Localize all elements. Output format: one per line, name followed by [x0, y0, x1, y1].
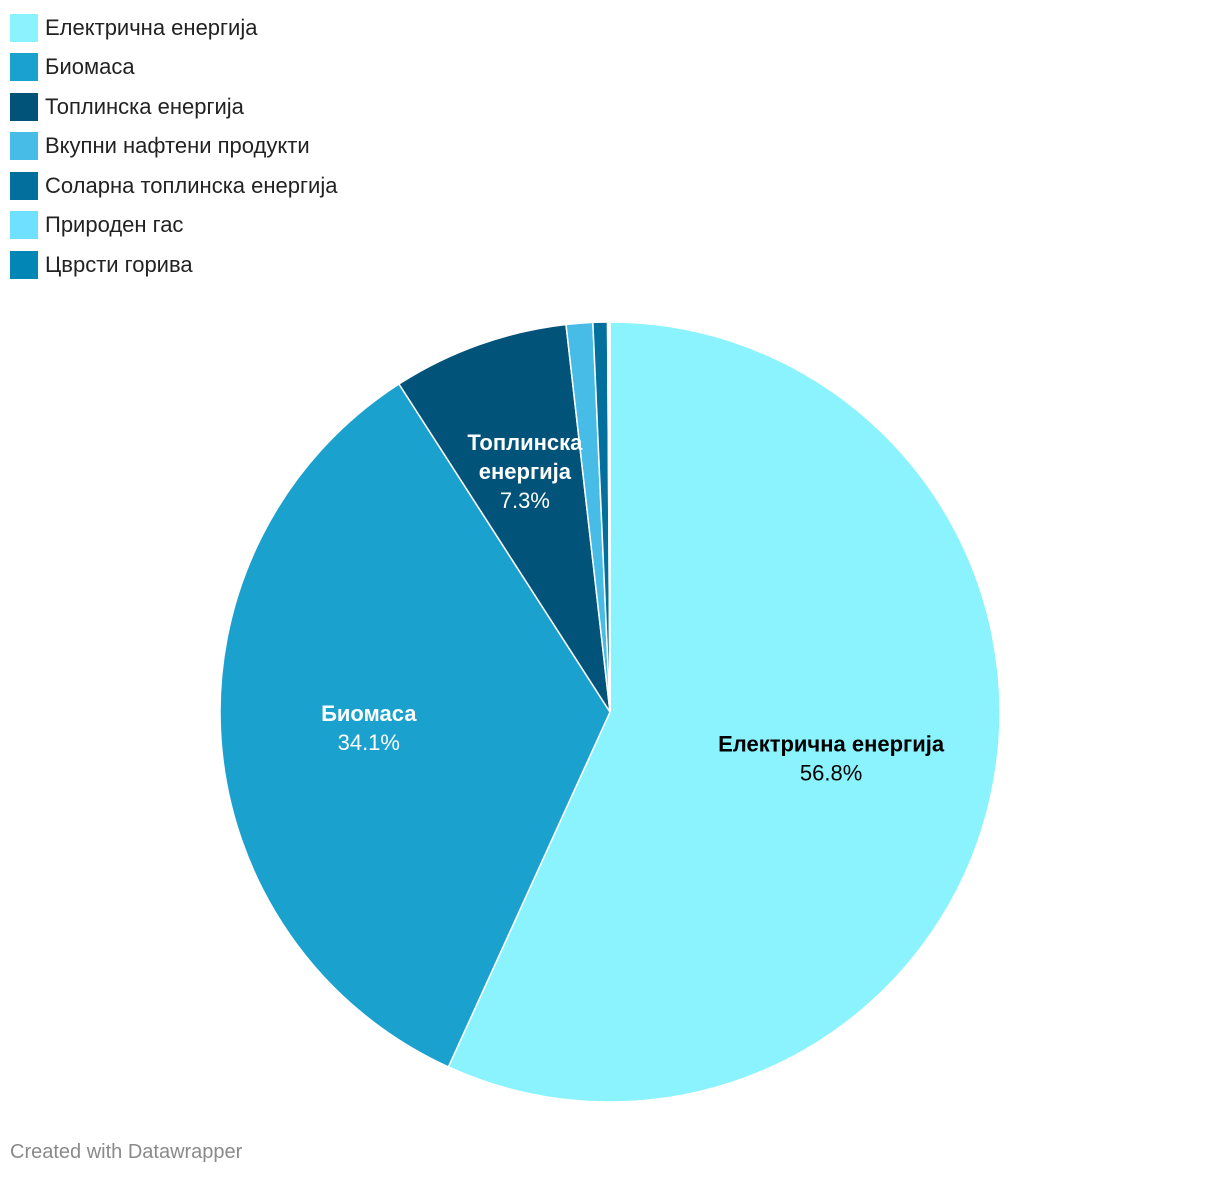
legend-label: Цврсти горива	[45, 251, 193, 277]
legend-label: Вкупни нафтени продукти	[45, 133, 310, 159]
legend-item: Електрична енергија	[10, 8, 337, 48]
legend-item: Биомаса	[10, 48, 337, 88]
legend-label: Електрична енергија	[45, 14, 258, 40]
slice-label-name: енергија	[479, 459, 572, 484]
slice-label-name: Топлинска	[467, 430, 583, 455]
legend-label: Соларна топлинска енергија	[45, 172, 338, 198]
legend: Електрична енергија Биомаса Топлинска енер…	[10, 8, 337, 285]
legend-item: Топлинска енергија	[10, 87, 337, 127]
legend-swatch	[10, 132, 38, 161]
slice-label-value: 56.8%	[800, 760, 862, 785]
legend-swatch	[10, 171, 38, 200]
legend-item: Соларна топлинска енергија	[10, 166, 337, 206]
legend-label: Биомаса	[45, 54, 135, 80]
pie-slice	[608, 321, 611, 713]
credit-text: Created with Datawrapper	[10, 1141, 243, 1163]
slice-label-name: Биомаса	[321, 701, 417, 726]
pie-slice	[219, 382, 611, 1068]
legend-swatch	[10, 13, 38, 42]
pie-slices	[219, 321, 1001, 1103]
legend-swatch	[10, 211, 38, 240]
slice-label-value: 34.1%	[338, 730, 400, 755]
slice-label-name: Електрична енергија	[718, 731, 945, 756]
slice-label-value: 7.3%	[500, 488, 550, 513]
pie-slice	[447, 321, 1001, 1103]
legend-item: Природен гас	[10, 206, 337, 246]
legend-swatch	[10, 92, 38, 121]
legend-label: Топлинска енергија	[45, 93, 244, 119]
pie-slice	[397, 323, 611, 713]
legend-item: Цврсти горива	[10, 245, 337, 285]
legend-swatch	[10, 53, 38, 82]
legend-item: Вкупни нафтени продукти	[10, 127, 337, 167]
legend-label: Природен гас	[45, 212, 184, 238]
legend-swatch	[10, 250, 38, 279]
pie-slice-labels: Електрична енергија 56.8% Биомаса 34.1% Топл…	[321, 430, 945, 785]
